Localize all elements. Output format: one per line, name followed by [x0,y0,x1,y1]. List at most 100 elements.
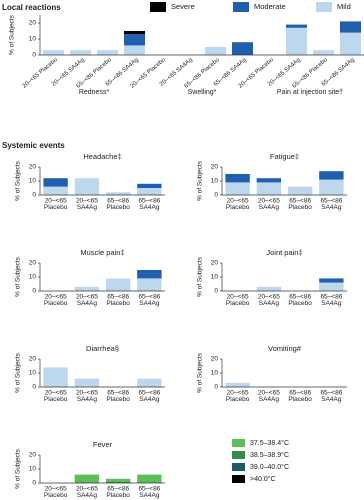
x-tick-label: Placebo [106,492,130,499]
x-tick-label: 65–<86 [107,294,129,301]
x-tick-label: SA4Ag [321,300,342,307]
chart-title: Muscle pain‡ [80,248,124,257]
chart-title: Fever [93,440,113,449]
legend-swatch [232,451,245,459]
x-tick-label: SA4Ag [77,396,98,403]
chart-title: Diarrhea§ [86,344,119,353]
x-tick-label: 20–<65 [45,198,67,205]
bar-segment [69,50,92,55]
legend-label: 37.5–38.4°C [250,439,289,447]
x-tick-label: Placebo [226,396,250,403]
x-tick-label: Placebo [44,204,68,211]
x-tick-label: 20–<65 [258,390,280,397]
x-tick-label: Placebo [226,300,250,307]
y-tick-label: 0 [32,52,36,59]
bar-segment [287,186,313,195]
x-tick-label: 20–<65 [258,294,280,301]
y-axis-label: % of Subjects [15,448,22,488]
y-tick-label: 20 [29,260,37,267]
y-tick-label: 10 [29,466,37,473]
chart-title: Fatigue‡ [270,152,299,161]
x-tick-label: 20–<65 [45,294,67,301]
bar-segment [105,278,131,291]
section-heading: Local reactions [2,3,61,12]
chart-title: Vomiting# [268,344,302,353]
x-tick-label: Placebo [288,300,312,307]
y-tick-label: 10 [29,36,37,43]
x-tick-label: Placebo [106,300,130,307]
x-tick-label: SA4Ag [139,492,160,499]
x-tick-label: SA4Ag [139,300,160,307]
x-tick-label: 20–<65 [227,294,249,301]
y-tick-label: 0 [32,480,36,487]
bar-segment [137,270,162,279]
x-tick-label: SA4Ag [259,396,280,403]
legend-swatch [150,2,166,12]
x-tick-label: 20–<65 [258,198,280,205]
x-tick-label: Placebo [288,204,312,211]
group-label: Pain at injection site† [277,89,343,96]
x-tick-label: SA4Ag [77,204,98,211]
x-tick-label: Placebo [106,396,130,403]
bar-segment [42,50,65,55]
x-tick-label: 65–<86 [107,198,129,205]
bar-segment [231,42,254,55]
x-tick-label: 65–<86 [289,390,311,397]
legend-label: >40.0°C [250,475,276,483]
bar-segment [256,182,282,195]
bar-segment [74,474,100,483]
y-tick-label: 20 [29,164,37,171]
bar-segment [43,186,68,195]
y-tick-label: 20 [29,356,37,363]
bar-segment [123,31,146,35]
x-tick-label: Placebo [44,300,68,307]
y-axis-label: % of Subjects [197,160,204,200]
bar-segment [339,21,362,33]
bar-segment [105,481,131,483]
section-heading: Systemic events [2,141,65,150]
legend-swatch [233,2,249,12]
bar-segment [256,286,282,291]
bar-segment [123,34,146,46]
bar-segment [137,278,162,291]
legend-label: 38.5–38.9°C [250,451,289,459]
x-tick-label: 65–<86 [138,390,160,397]
y-tick-label: 0 [32,192,36,199]
x-tick-label: 65–<86 [107,390,129,397]
bar-segment [319,278,344,283]
y-tick-label: 0 [214,192,218,199]
y-tick-label: 10 [211,178,219,185]
y-axis-label: % of Subjects [197,352,204,392]
x-tick-label: 20–<65 [76,390,98,397]
x-tick-label: 65–<86 [320,294,342,301]
x-tick-label: SA4Ag [77,300,98,307]
x-tick-label: 65–<86 [138,198,160,205]
x-tick-label: SA4Ag [321,204,342,211]
y-axis-label: % of Subjects [15,160,22,200]
bar-segment [256,178,282,183]
y-tick-label: 0 [214,288,218,295]
y-tick-label: 20 [29,20,37,27]
y-tick-label: 20 [211,164,219,171]
bar-segment [225,382,250,387]
x-tick-label: 65–<86 [289,198,311,205]
bar-segment [285,27,308,55]
x-tick-label: SA4Ag [259,300,280,307]
y-axis-label: % of Subjects [197,256,204,296]
y-tick-label: 10 [211,274,219,281]
group-label: Swelling* [188,89,217,96]
x-tick-label: 65–<86 [138,486,160,493]
x-tick-label: 20–<65 [45,390,67,397]
bar-segment [105,192,131,195]
legend-label: Moderate [254,2,286,11]
y-tick-label: 10 [29,274,37,281]
group-label: Redness* [79,89,110,96]
x-tick-label: 20–<65 [227,390,249,397]
x-tick-label: 20–<65 [227,198,249,205]
legend-swatch [232,439,245,447]
legend-swatch [316,2,332,12]
x-tick-label: Placebo [226,204,250,211]
legend-swatch [232,463,245,471]
bar-segment [137,188,162,195]
